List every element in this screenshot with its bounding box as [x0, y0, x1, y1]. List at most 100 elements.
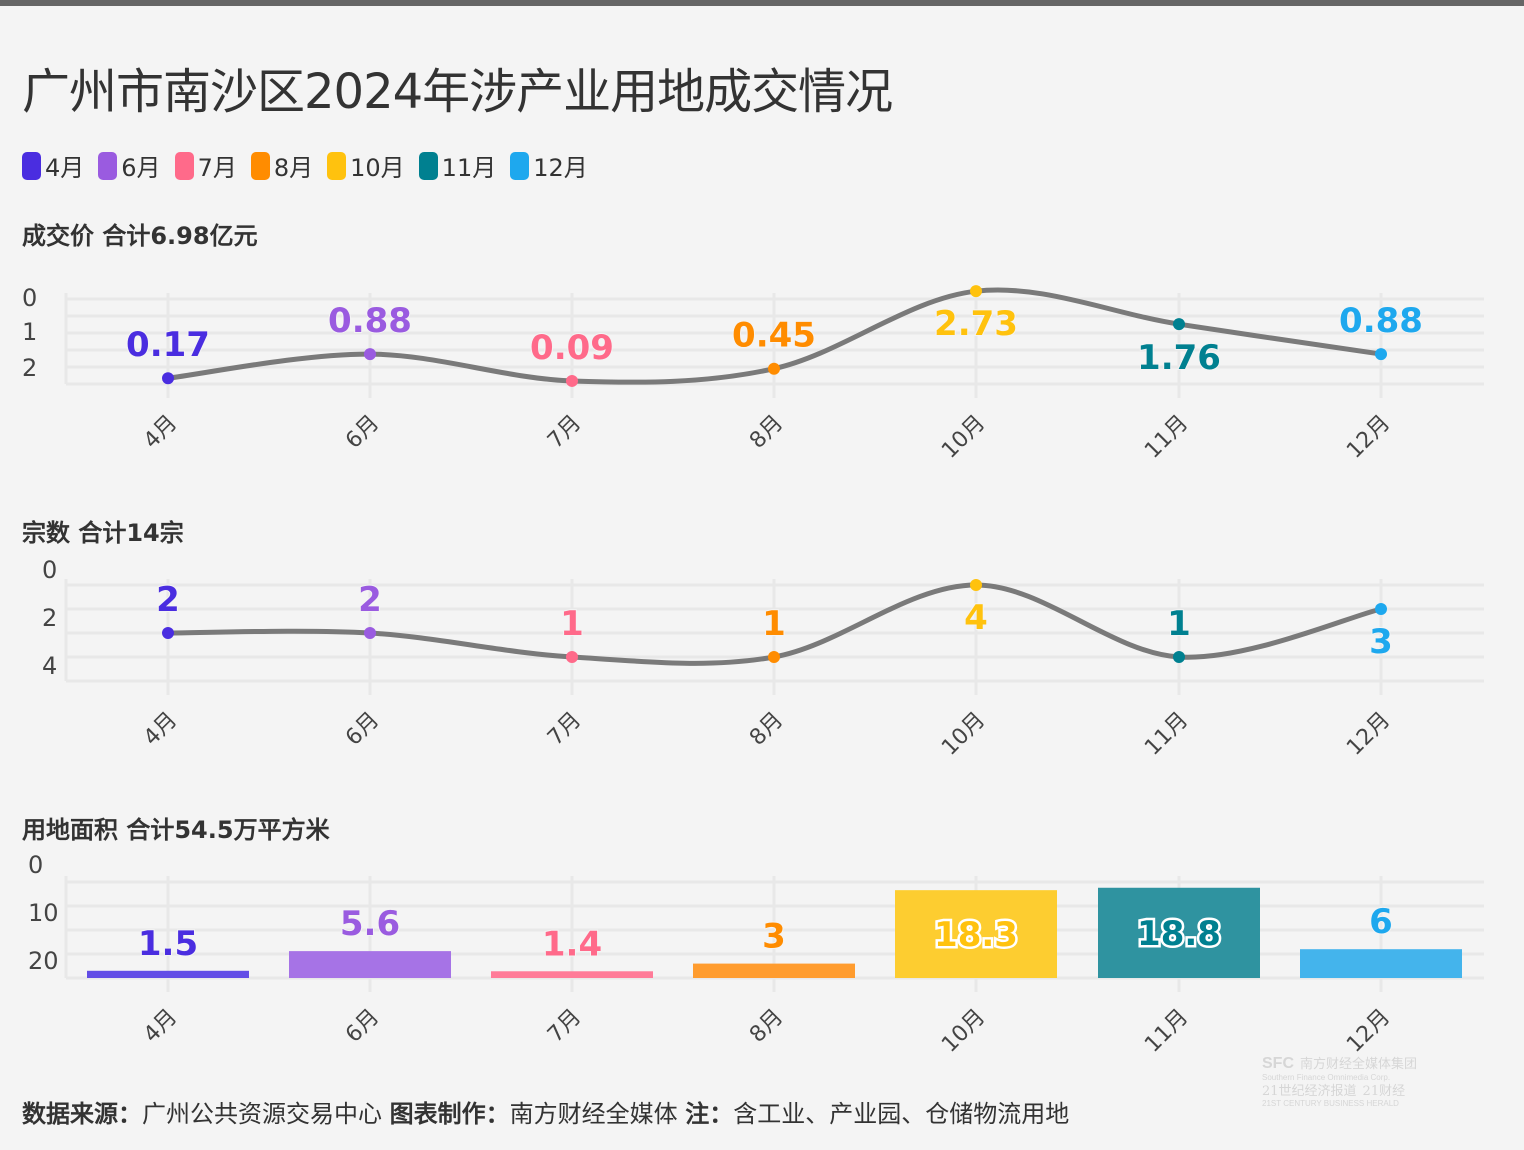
x-tick-label: 7月 [543, 1005, 586, 1048]
source-value: 广州公共资源交易中心 [142, 1100, 382, 1128]
legend-item: 4月 [22, 148, 84, 183]
watermark-row-2: 21世纪经济报道 21财经 [1262, 1082, 1512, 1098]
maker-label: 图表制作： [389, 1100, 510, 1128]
note-value: 含工业、产业园、仓储物流用地 [733, 1100, 1070, 1128]
legend-swatch [98, 151, 118, 180]
x-tick-label: 11月 [1140, 708, 1193, 761]
price-line-chart: 0 1 2 4月 6月 7月 8月 10月 11月 12月 0.17 0.88 0.09 0.45 2.73… [22, 284, 1484, 464]
data-point [1375, 603, 1387, 615]
publisher-watermark: SFC 南方财经全媒体集团 Southern Finance Omnimedia… [1262, 1056, 1512, 1108]
note-label: 注： [685, 1100, 734, 1128]
data-point [768, 362, 780, 375]
data-label: 3 [1369, 622, 1393, 662]
data-label: 0.88 [1339, 301, 1423, 341]
footer: 数据来源：广州公共资源交易中心 图表制作：南方财经全媒体 注：含工业、产业园、仓… [22, 1094, 1069, 1129]
x-tick-label: 8月 [745, 411, 788, 454]
data-label: 0.09 [530, 328, 614, 368]
y-tick-label: 4 [42, 652, 57, 680]
y-tick-label: 2 [22, 354, 37, 382]
legend-label: 7月 [197, 154, 237, 182]
bar [87, 970, 249, 978]
legend-label: 4月 [45, 154, 85, 182]
y-tick-label: 20 [28, 947, 59, 975]
count-line-chart: 0 2 4 4月 6月 7月 8月 10月 11月 12月 2 2 1 1 4 1 3 [42, 556, 1484, 761]
legend: 4月 6月 7月 8月 10月 11月 12月 [22, 148, 588, 183]
data-label: 4 [964, 598, 988, 638]
data-label: 18.3 [934, 915, 1018, 955]
legend-swatch [418, 151, 438, 180]
data-label: 2.73 [934, 304, 1018, 344]
data-point [1173, 651, 1185, 663]
legend-label: 11月 [441, 154, 497, 182]
x-tick-label: 4月 [139, 708, 182, 751]
data-point [364, 348, 376, 361]
bar [491, 971, 653, 978]
legend-swatch [22, 151, 41, 180]
x-tick-label: 12月 [1342, 411, 1395, 464]
count-chart-title: 宗数 合计14宗 [22, 519, 184, 547]
legend-swatch [510, 151, 530, 180]
x-tick-label: 12月 [1342, 1005, 1395, 1055]
bar [693, 963, 855, 978]
legend-item: 8月 [250, 148, 314, 183]
watermark-line2: 21世纪经济报道 [1262, 1084, 1357, 1099]
page-title: 广州市南沙区2024年涉产业用地成交情况 [22, 64, 893, 120]
legend-item: 11月 [418, 148, 497, 183]
legend-label: 12月 [533, 154, 588, 182]
data-point [1173, 318, 1185, 331]
legend-label: 8月 [273, 154, 314, 182]
y-tick-label: 2 [42, 604, 57, 632]
data-point [364, 627, 376, 639]
legend-item: 12月 [510, 148, 588, 183]
x-tick-label: 7月 [543, 411, 586, 454]
bar [895, 890, 1057, 978]
x-tick-label: 6月 [341, 411, 384, 454]
watermark-line1-en: Southern Finance Omnimedia Corp. [1262, 1073, 1391, 1082]
y-tick-label: 0 [22, 284, 37, 312]
legend-item: 10月 [327, 148, 405, 183]
top-bar [0, 0, 1524, 6]
data-point [566, 374, 578, 387]
y-tick-label: 0 [28, 851, 43, 879]
data-label: 1 [1167, 604, 1191, 644]
data-label: 5.6 [340, 904, 400, 944]
x-tick-label: 12月 [1342, 708, 1395, 761]
bar [289, 951, 451, 978]
data-point [162, 372, 174, 385]
data-label: 0.45 [732, 316, 816, 356]
watermark-line3: 21财经 [1362, 1084, 1406, 1099]
x-tick-label: 6月 [341, 1005, 384, 1048]
data-label: 18.8 [1137, 914, 1221, 954]
data-point [162, 627, 174, 639]
y-tick-label: 0 [42, 556, 57, 584]
y-tick-label: 1 [22, 318, 37, 346]
legend-item: 7月 [174, 148, 237, 183]
data-label: 1.5 [138, 924, 198, 964]
data-point [970, 285, 982, 298]
x-tick-label: 8月 [745, 708, 788, 751]
price-chart-title: 成交价 合计6.98亿元 [22, 222, 258, 250]
watermark-brand: SFC [1262, 1055, 1294, 1072]
x-tick-label: 11月 [1140, 411, 1193, 464]
x-tick-label: 10月 [937, 708, 990, 761]
data-label: 2 [358, 580, 382, 620]
grid [64, 293, 1484, 398]
x-tick-label: 4月 [139, 1005, 182, 1048]
data-label: 0.88 [328, 301, 412, 341]
x-tick-label: 8月 [745, 1005, 788, 1048]
x-tick-label: 7月 [543, 708, 586, 751]
bar [1098, 887, 1260, 978]
data-point [970, 579, 982, 591]
data-label: 1 [762, 604, 786, 644]
data-label: 0.17 [126, 325, 210, 365]
watermark-line1: 南方财经全媒体集团 [1300, 1057, 1418, 1072]
data-label: 3 [762, 917, 786, 957]
legend-label: 6月 [121, 154, 161, 182]
x-tick-label: 4月 [139, 411, 182, 454]
legend-swatch [327, 151, 347, 180]
data-label: 2 [156, 580, 180, 620]
data-point [1375, 348, 1387, 361]
x-tick-label: 11月 [1140, 1005, 1193, 1055]
watermark-row-1: SFC 南方财经全媒体集团 [1262, 1056, 1512, 1072]
data-label: 1.4 [542, 924, 602, 964]
